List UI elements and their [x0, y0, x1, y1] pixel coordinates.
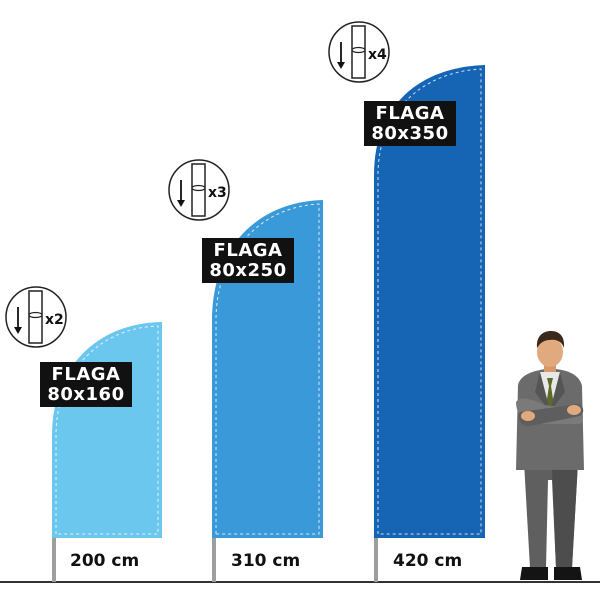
flag-medium-title: FLAGA	[213, 240, 283, 261]
flag-medium-size: 80x250	[209, 260, 287, 281]
flag-small-segments: x2	[45, 312, 64, 328]
flag-large-label: FLAGA 80x350	[364, 101, 456, 146]
flag-large-pole	[374, 538, 378, 582]
flag-large-title: FLAGA	[375, 103, 445, 124]
flag-large-height: 420 cm	[393, 551, 463, 571]
flag-medium-stitching	[215, 203, 320, 535]
flag-medium	[212, 200, 323, 582]
flag-small-stitching	[55, 325, 159, 535]
flag-large-segments: x4	[368, 47, 387, 63]
pole-segment-icon: x4	[328, 21, 390, 83]
flag-large-size: 80x350	[371, 123, 449, 144]
flag-small-height: 200 cm	[70, 551, 140, 571]
flag-small-pole	[52, 538, 56, 582]
flag-small-title: FLAGA	[51, 364, 121, 385]
flag-large-stitching	[377, 68, 482, 535]
businessman-figure	[516, 331, 584, 580]
pole-segment-icon: x2	[5, 286, 67, 348]
flag-small-size: 80x160	[47, 384, 125, 405]
pole-segment-icon: x3	[168, 159, 230, 221]
flag-medium-pole	[212, 538, 216, 582]
flag-large	[374, 65, 485, 582]
flag-medium-height: 310 cm	[231, 551, 301, 571]
flag-small-label: FLAGA 80x160	[40, 362, 132, 407]
flag-small	[52, 322, 162, 582]
flag-large-banner	[374, 65, 485, 538]
flag-small-banner	[52, 322, 162, 538]
flag-medium-segments: x3	[208, 185, 227, 201]
flag-medium-label: FLAGA 80x250	[202, 238, 294, 283]
flag-medium-banner	[212, 200, 323, 538]
